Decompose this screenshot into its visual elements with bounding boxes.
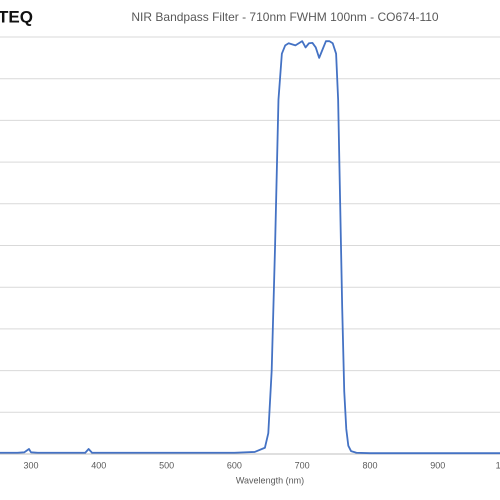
x-tick-label: 1000 [496,460,500,470]
x-tick-label: 800 [362,460,377,470]
x-tick-label: 700 [295,460,310,470]
logo: TEQ [0,7,33,26]
x-tick-label: 400 [91,460,106,470]
x-tick-label: 500 [159,460,174,470]
data-line [0,40,500,455]
x-tick-label: 300 [23,460,38,470]
x-tick-label: 900 [430,460,445,470]
x-tick-label: 600 [227,460,242,470]
x-axis-title: Wavelength (nm) [236,475,304,485]
chart-title: NIR Bandpass Filter - 710nm FWHM 100nm -… [131,10,439,24]
